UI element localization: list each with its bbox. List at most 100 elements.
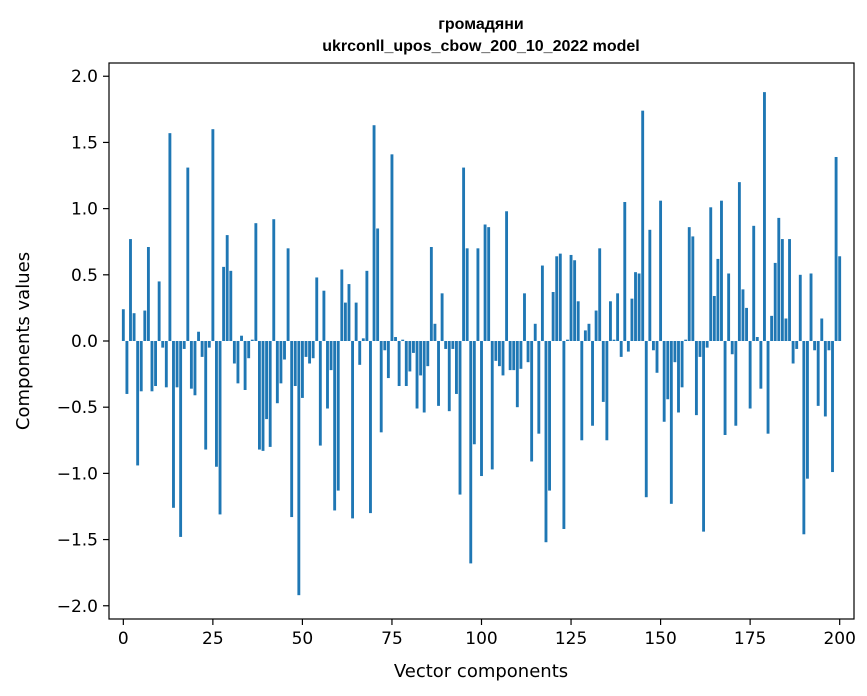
bar-28 [222,266,226,341]
bar-152 [666,341,670,400]
bar-200 [838,256,842,341]
bar-63 [347,284,351,341]
bar-77 [397,341,401,387]
bar-8 [150,341,154,392]
chart-title-line-1: громадяни [438,16,524,33]
bar-99 [476,248,480,341]
bar-154 [673,341,677,363]
bar-36 [250,339,254,341]
bar-71 [376,228,380,341]
bar-70 [372,125,376,341]
bar-122 [558,253,562,341]
bar-90 [444,341,448,349]
bar-35 [247,341,251,359]
bar-79 [404,341,408,387]
bar-4 [136,341,140,466]
bar-178 [759,341,763,389]
bar-146 [644,341,648,498]
bar-22 [200,341,204,357]
x-tick-label: 150 [644,629,676,649]
x-tick-label: 100 [465,629,497,649]
bar-89 [440,293,444,341]
bar-9 [154,341,157,387]
bar-113 [526,341,530,363]
bar-161 [698,341,702,357]
bar-148 [651,341,655,351]
x-axis: 0 25 50 75 100 125 150 175 200 [118,619,856,649]
y-tick-label: −1.5 [57,531,98,551]
bar-144 [637,273,641,341]
bar-134 [601,341,605,402]
bar-40 [265,341,269,420]
x-tick-label: 200 [823,629,855,649]
bar-78 [401,339,405,341]
bar-163 [705,341,709,348]
bar-136 [609,301,612,341]
bar-55 [318,341,322,446]
bar-57 [326,341,329,409]
bar-29 [225,235,229,341]
bar-80 [408,341,412,372]
bar-116 [537,341,541,434]
bar-87 [433,323,437,341]
bar-173 [741,289,745,341]
bar-26 [215,341,218,467]
bar-20 [193,341,197,396]
bar-149 [655,341,659,373]
y-tick-label: −1.0 [57,464,98,484]
bar-11 [161,341,165,348]
bar-109 [512,341,516,371]
x-tick-label: 50 [292,629,314,649]
bar-31 [232,341,236,364]
bar-162 [702,341,705,532]
bar-121 [555,256,559,341]
bar-18 [186,167,190,341]
bar-177 [755,337,759,341]
bar-156 [680,341,684,388]
y-axis: −2.0 −1.5 −1.0 −0.5 0.0 0.5 1.0 1.5 2.0 [57,67,109,617]
bar-98 [472,341,476,445]
bar-120 [551,292,555,341]
bar-130 [587,323,591,341]
y-tick-label: 0.0 [71,332,98,352]
bar-193 [813,341,817,351]
bar-83 [419,341,423,376]
bar-7 [146,247,150,341]
bar-47 [290,341,294,518]
bar-51 [304,341,308,357]
bar-165 [712,295,716,341]
bar-15 [175,341,179,388]
bar-153 [669,341,673,504]
bar-series [121,92,842,596]
bar-115 [533,323,537,341]
y-tick-label: −2.0 [57,597,98,617]
bar-197 [827,341,831,351]
bar-93 [455,341,458,394]
bar-145 [641,110,645,341]
bar-158 [687,227,691,341]
bar-159 [691,236,695,341]
bar-198 [831,341,834,473]
bar-49 [297,341,301,596]
y-tick-label: 0.5 [71,266,98,286]
bar-147 [648,229,652,341]
bar-184 [780,239,784,341]
bar-92 [451,341,455,349]
bar-172 [737,182,741,341]
bar-12 [164,341,168,388]
bar-68 [365,270,369,341]
bar-119 [548,341,551,491]
bar-43 [275,341,279,404]
bar-126 [573,260,577,341]
bar-185 [784,318,788,341]
bar-189 [798,274,802,341]
bar-140 [623,202,627,341]
bar-114 [530,341,534,462]
bar-171 [734,341,738,426]
bar-169 [727,273,731,341]
bar-151 [662,341,666,422]
bar-110 [515,341,519,408]
bar-74 [386,341,390,379]
bar-48 [293,341,297,387]
